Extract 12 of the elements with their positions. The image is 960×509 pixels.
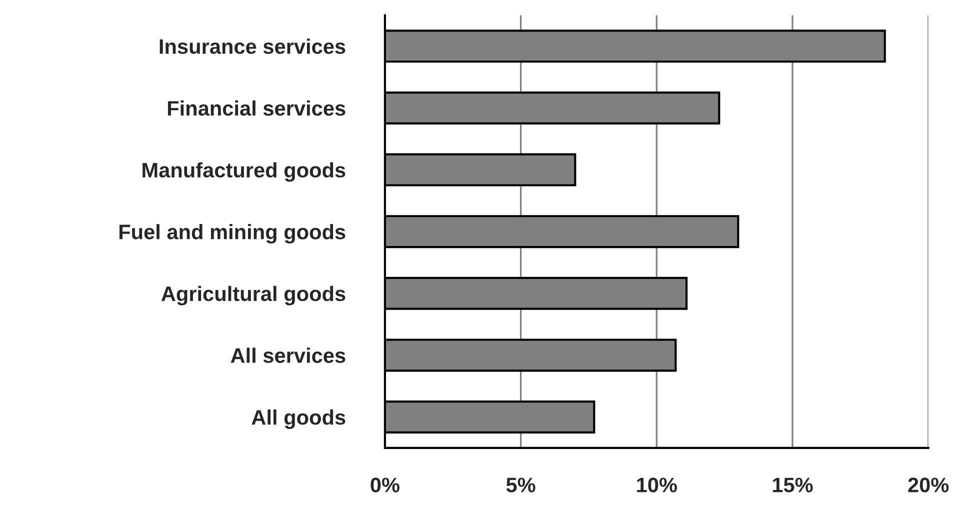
x-tick-label: 20%	[908, 478, 949, 492]
y-tick-label: Manufactured goods	[142, 162, 346, 182]
y-tick-label: All goods	[252, 409, 346, 429]
y-tick-label: Fuel and mining goods	[119, 224, 346, 244]
x-tick-label: 15%	[772, 478, 813, 492]
x-tick-label: 10%	[637, 478, 677, 492]
y-tick-label: Agricultural goods	[161, 286, 346, 306]
x-tick-label: 0%	[370, 478, 400, 492]
y-tick-label: Insurance services	[160, 38, 346, 54]
x-tick-label: 5%	[506, 478, 536, 492]
y-tick-label: Financial services	[168, 100, 346, 116]
y-tick-label: All services	[230, 348, 346, 363]
